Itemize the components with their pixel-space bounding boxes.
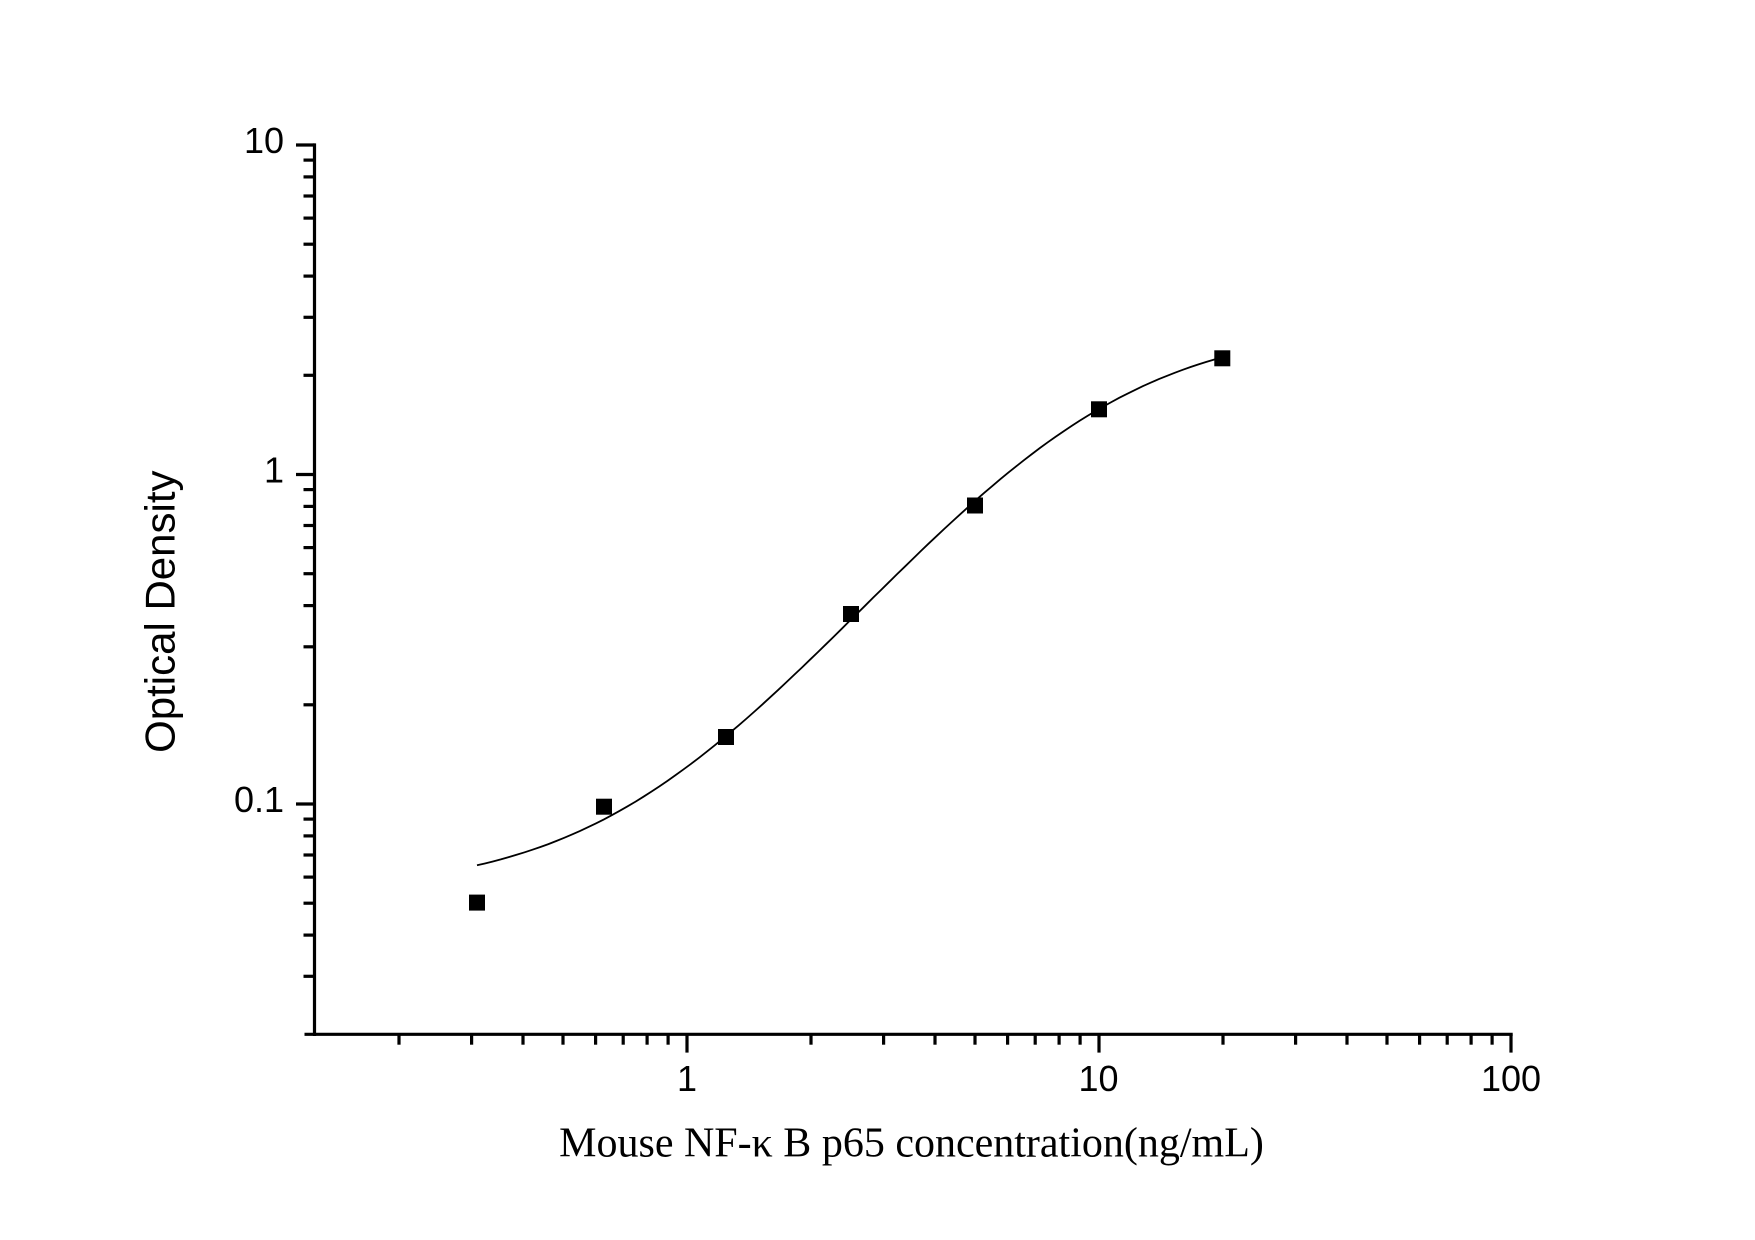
svg-text:100: 100 (1481, 1058, 1541, 1099)
svg-text:1: 1 (264, 449, 284, 490)
svg-text:0.1: 0.1 (234, 779, 284, 820)
svg-text:10: 10 (1078, 1058, 1118, 1099)
svg-text:1: 1 (677, 1058, 697, 1099)
svg-text:Optical Density: Optical Density (137, 470, 184, 752)
svg-text:10: 10 (244, 120, 284, 161)
svg-text:Mouse NF-κ B p65 concentration: Mouse NF-κ B p65 concentration(ng/mL) (559, 1121, 1264, 1167)
